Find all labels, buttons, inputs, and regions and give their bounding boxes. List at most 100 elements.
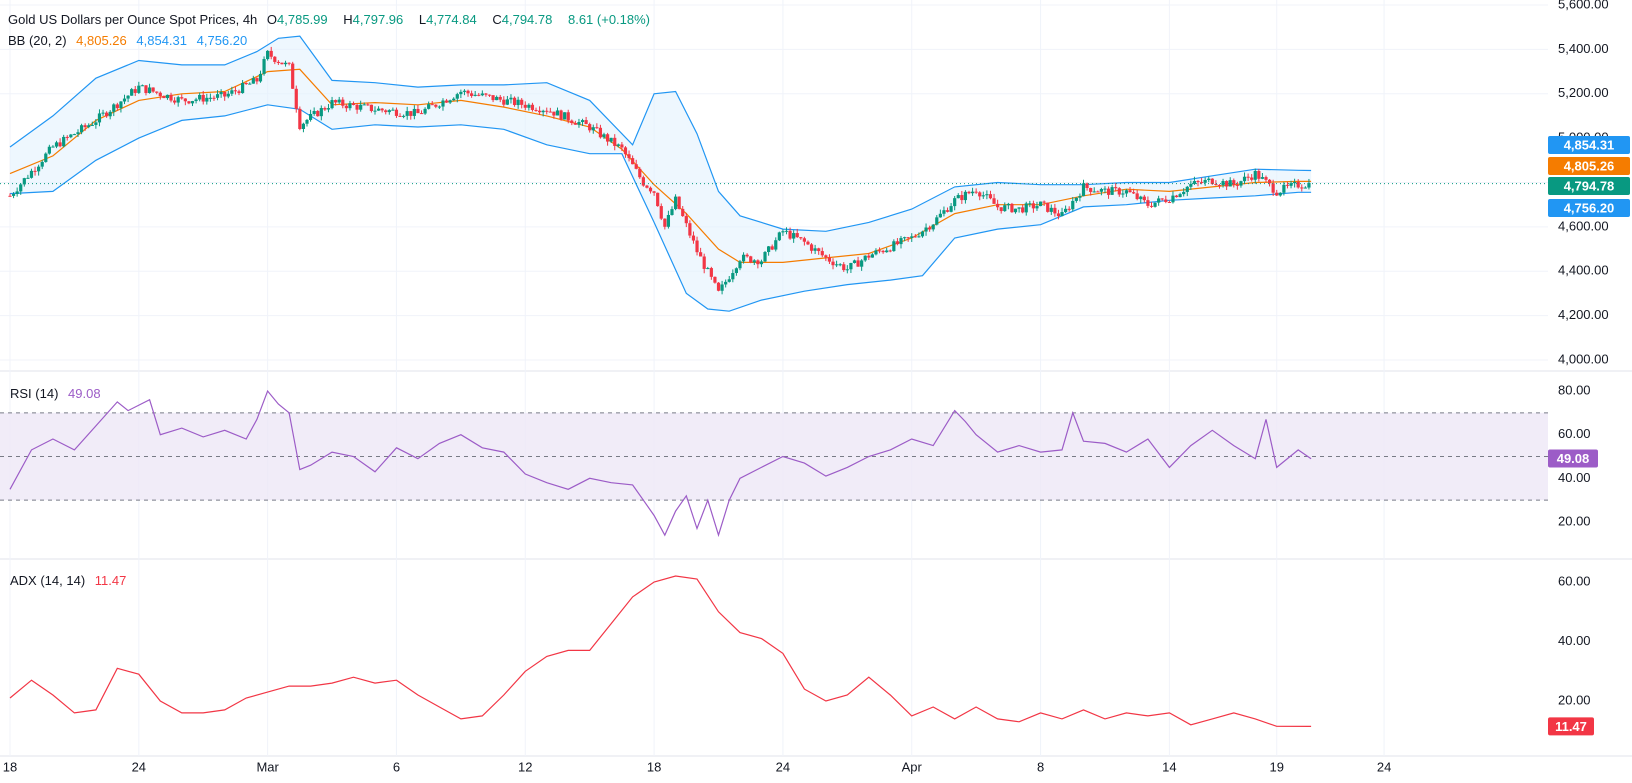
candle-down: [605, 134, 610, 142]
candle-up: [892, 241, 896, 252]
candle-down: [334, 100, 338, 103]
candle-up: [920, 231, 925, 237]
candle-down: [809, 244, 814, 251]
bb-label[interactable]: BB (20, 2): [8, 33, 67, 48]
candle-down: [244, 82, 248, 85]
candle-up: [834, 264, 839, 266]
candle-up: [774, 240, 778, 250]
candle-down: [638, 168, 642, 178]
symbol-title[interactable]: Gold US Dollars per Ounce Spot Prices, 4…: [8, 12, 258, 27]
price-badge-label: 4,794.78: [1564, 178, 1615, 193]
candle-up: [1081, 183, 1086, 197]
bb-upper-value: 4,854.31: [136, 33, 187, 48]
candle-up: [863, 255, 867, 261]
symbol-legend[interactable]: Gold US Dollars per Ounce Spot Prices, 4…: [8, 12, 656, 28]
bb-legend[interactable]: BB (20, 2) 4,805.26 4,854.31 4,756.20: [8, 33, 253, 49]
candle-up: [437, 106, 441, 108]
candle-up: [455, 94, 459, 99]
candle-down: [888, 250, 892, 252]
candle-up: [555, 110, 560, 116]
candle-up: [1124, 190, 1129, 194]
candle-down: [928, 227, 932, 230]
price-badge: [1548, 157, 1630, 175]
candle-down: [749, 256, 753, 263]
time-axis-label: Mar: [256, 759, 279, 774]
candle-up: [194, 99, 198, 102]
rsi-label[interactable]: RSI (14): [10, 386, 59, 401]
candle-up: [970, 191, 975, 194]
candle-up: [731, 273, 735, 280]
candle-up: [441, 100, 445, 107]
adx-axis-label: 40.00: [1558, 633, 1591, 648]
candle-down: [233, 90, 238, 92]
rsi-legend[interactable]: RSI (14) 49.08: [10, 386, 107, 402]
candle-up: [917, 236, 921, 238]
candle-up: [1260, 177, 1265, 179]
candle-down: [144, 85, 148, 94]
candle-down: [523, 104, 527, 108]
candle-up: [838, 264, 842, 266]
candle-down: [162, 96, 166, 99]
price-axis-label: 4,600.00: [1558, 218, 1609, 233]
candle-up: [673, 196, 678, 210]
candle-down: [716, 282, 721, 291]
candle-up: [348, 103, 352, 109]
candle-up: [258, 73, 263, 82]
bb-upper-line: [9, 35, 1312, 232]
candle-up: [19, 184, 23, 192]
candle-up: [949, 206, 953, 212]
candle-down: [799, 237, 803, 239]
candle-down: [688, 223, 692, 236]
candle-up: [359, 104, 363, 110]
candle-down: [133, 89, 137, 93]
candle-up: [240, 82, 245, 94]
candle-up: [15, 191, 19, 195]
candle-down: [1199, 181, 1204, 183]
time-axis-label: 19: [1269, 759, 1283, 774]
candle-up: [724, 281, 728, 285]
candle-down: [695, 240, 699, 253]
candle-down: [398, 115, 402, 117]
candle-up: [849, 262, 853, 270]
low-value: L4,774.84: [418, 12, 477, 27]
candle-down: [1096, 191, 1100, 193]
candle-down: [709, 268, 713, 277]
candle-down: [323, 108, 327, 110]
candle-up: [910, 236, 914, 238]
candle-up: [792, 233, 796, 239]
candle-down: [974, 191, 978, 193]
candle-down: [620, 144, 624, 148]
candle-down: [151, 87, 155, 92]
candle-up: [51, 146, 55, 148]
candle-up: [362, 104, 366, 106]
candle-down: [487, 94, 492, 96]
candle-up: [509, 97, 513, 100]
adx-label[interactable]: ADX (14, 14): [10, 573, 86, 588]
candle-down: [183, 98, 187, 102]
bb-basis-value: 4,805.26: [76, 33, 127, 48]
candle-down: [291, 63, 295, 89]
adx-axis-label: 60.00: [1558, 573, 1591, 588]
candle-down: [641, 177, 645, 186]
adx-line: [9, 575, 1312, 728]
candle-up: [1228, 180, 1232, 187]
candle-up: [480, 93, 484, 96]
rsi-badge-label: 49.08: [1557, 451, 1590, 466]
adx-legend[interactable]: ADX (14, 14) 11.47: [10, 573, 132, 589]
price-badge-label: 4,854.31: [1564, 137, 1615, 152]
candle-down: [477, 94, 481, 96]
candle-up: [720, 284, 724, 291]
candle-down: [470, 93, 474, 96]
candle-up: [727, 279, 731, 282]
candle-down: [115, 104, 119, 109]
candle-up: [1110, 187, 1114, 195]
candle-down: [881, 250, 885, 253]
candle-up: [1121, 193, 1125, 195]
candle-down: [180, 97, 184, 99]
price-axis-label: 4,000.00: [1558, 351, 1609, 366]
candle-down: [788, 230, 792, 239]
candle-up: [427, 104, 431, 109]
candle-up: [387, 110, 391, 113]
